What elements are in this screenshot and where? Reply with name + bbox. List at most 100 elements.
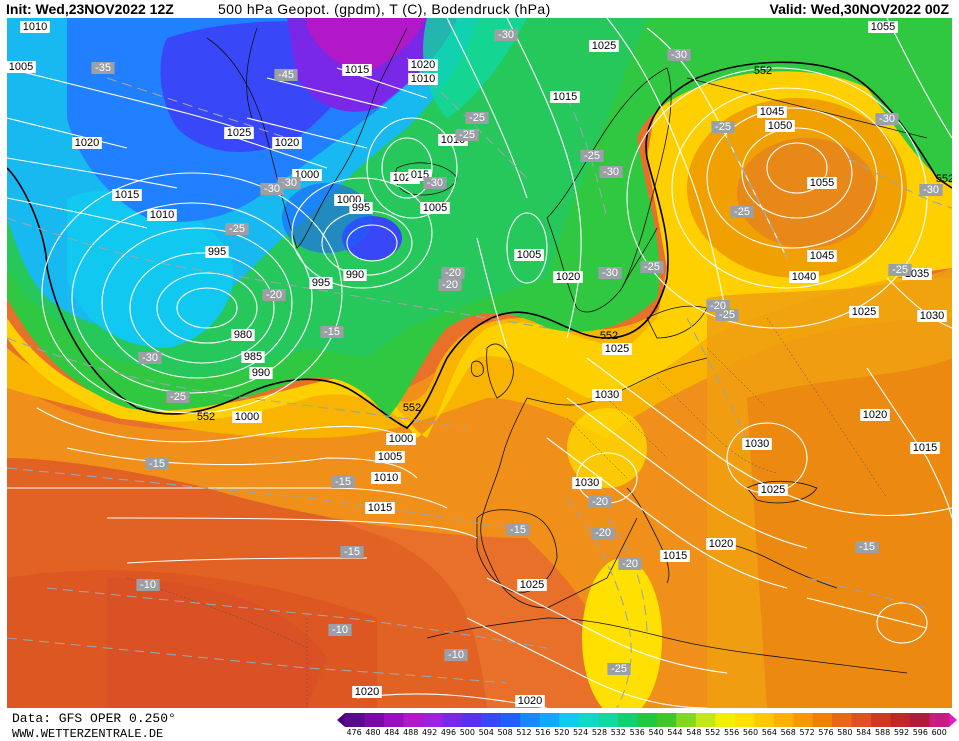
svg-text:1030: 1030 [745,438,769,450]
pressure-label: 1005 [420,202,450,214]
scale-tick-label: 556 [723,728,740,737]
valid-time: Valid: Wed,30NOV2022 00Z [769,1,950,17]
svg-text:1015: 1015 [663,550,687,562]
temperature-label: -15 [855,541,879,553]
isotherms [7,57,952,708]
temperature-label: -20 [262,289,286,301]
temperature-label: -25 [455,129,479,141]
svg-text:-10: -10 [332,624,348,636]
temperature-label: -15 [320,326,344,338]
svg-text:-10: -10 [448,649,464,661]
website-link[interactable]: WWW.WETTERZENTRALE.DE [12,727,164,741]
scale-tick-label: 596 [912,728,928,737]
temperature-label: -15 [340,546,364,558]
pressure-label: 1015 [365,502,395,514]
temperature-label: -10 [136,579,160,591]
temperature-label: -25 [888,264,912,276]
pressure-label: 1005 [7,61,36,73]
pressure-label: 1025 [849,306,879,318]
scale-swatch [656,713,677,727]
svg-text:1010: 1010 [150,209,174,221]
scale-tick-label: 480 [365,728,381,737]
scale-swatch [812,713,833,727]
temperature-field [567,408,647,488]
svg-text:1020: 1020 [355,686,379,698]
contour-label: 552 [600,330,618,342]
svg-text:1020: 1020 [556,271,580,283]
pressure-label: 1015 [550,91,580,103]
scale-swatch [345,713,365,727]
scale-swatch [890,713,911,727]
svg-text:-25: -25 [892,264,908,276]
pressure-label: 1025 [589,40,619,52]
svg-text:-20: -20 [622,558,638,570]
pressure-label: 1045 [757,106,787,118]
scale-swatch [910,713,931,727]
map-header: Init: Wed,23NOV2022 12Z 500 hPa Geopot. … [0,0,959,18]
svg-text:-25: -25 [611,663,627,675]
svg-text:-35: -35 [95,62,111,74]
svg-text:1025: 1025 [852,306,876,318]
scale-tick-label: 572 [799,728,815,737]
weather-map: 1010 1005 1020 1015 1010 995 980 985 990 1000 1025… [7,18,952,708]
pressure-label: 1040 [789,271,819,283]
svg-text:1015: 1015 [345,64,369,76]
temperature-label: -30 [667,49,691,61]
svg-text:-30: -30 [671,49,687,61]
scale-swatch [871,713,892,727]
scale-swatch [442,713,463,727]
svg-text:-20: -20 [592,496,608,508]
map-title: 500 hPa Geopot. (gpdm), T (C), Bodendruc… [218,1,551,17]
temperature-label: -20 [438,279,462,291]
pressure-label: 1005 [514,249,544,261]
temperature-field [307,18,427,73]
scale-swatch [715,713,736,727]
temperature-field [747,358,952,708]
temperature-label: -25 [711,121,735,133]
temperature-label: -20 [588,496,612,508]
svg-text:1010: 1010 [23,21,47,33]
pressure-label: 985 [241,351,265,363]
temperature-label: -25 [640,261,664,273]
svg-text:-30: -30 [603,166,619,178]
pressure-label: 1015 [342,64,372,76]
svg-text:-30: -30 [498,29,514,41]
temperature-field [737,138,877,248]
scale-tick-label: 504 [478,728,494,737]
contour-label: 552 [754,65,772,77]
pressure-label: 1010 [408,73,438,85]
svg-text:-25: -25 [459,129,475,141]
scale-tick-label: 552 [705,728,721,737]
svg-text:1005: 1005 [9,61,33,73]
scale-tick-label: 588 [874,728,891,737]
svg-text:990: 990 [346,269,364,281]
temperature-label: -10 [444,649,468,661]
scale-tick-label: 524 [572,728,589,737]
temperature-label: -30 [138,352,162,364]
scale-swatch [851,713,872,727]
svg-text:-30: -30 [264,183,280,195]
svg-text:995: 995 [312,277,330,289]
init-time: Init: Wed,23NOV2022 12Z [6,1,174,17]
svg-text:1005: 1005 [517,249,541,261]
scale-swatch [637,713,658,727]
temperature-label: -25 [730,206,754,218]
pressure-label: 1030 [742,438,772,450]
svg-text:1030: 1030 [920,310,944,322]
svg-text:1020: 1020 [709,538,733,550]
temperature-field [7,456,487,708]
svg-text:-25: -25 [734,206,750,218]
scale-tick-label: 532 [610,728,626,737]
scale-swatch [617,713,638,727]
svg-text:1050: 1050 [768,120,792,132]
scale-swatch [773,713,794,727]
pressure-label: 1010 [147,209,177,221]
scale-swatch [929,713,950,727]
map-canvas: 1010 1005 1020 1015 1010 995 980 985 990 1000 1025… [7,18,952,708]
scale-swatch [676,713,697,727]
temperature-label: -30 [494,29,518,41]
svg-text:1030: 1030 [595,389,619,401]
svg-text:1015: 1015 [553,91,577,103]
svg-text:-30: -30 [923,184,939,196]
pressure-labels: 1010 1005 1020 1015 1010 995 980 985 990 1000 1025… [7,21,947,707]
